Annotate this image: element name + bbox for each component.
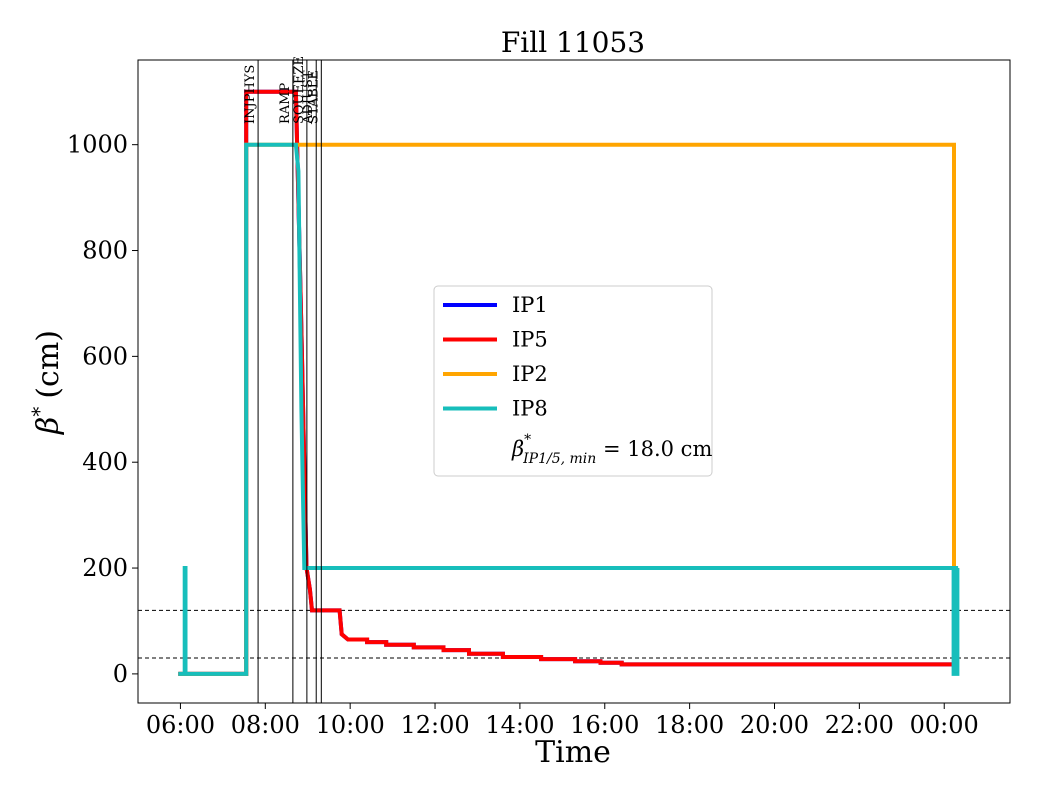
x-tick-label: 12:00 — [400, 711, 469, 739]
reference-lines — [138, 609, 1010, 659]
legend: IP1 IP5 IP2 IP8 β* IP1/5, min = 18.0 cm — [433, 285, 713, 477]
legend-extra-text: = 18.0 cm — [596, 437, 712, 461]
phase-label-squeeze: SQUEEZE — [292, 56, 307, 124]
legend-extra-sub: IP1/5, min — [522, 451, 596, 467]
y-tick-label: 1000 — [67, 131, 128, 159]
x-tick-label: 14:00 — [485, 711, 554, 739]
phase-label-ramp: RAMP — [278, 83, 293, 124]
y-tick-label: 200 — [82, 554, 128, 582]
plot-frame — [137, 59, 1011, 704]
legend-extra-symbol: β — [511, 437, 524, 461]
chart-title: Fill 11053 — [501, 26, 645, 59]
legend-label-ip8: IP8 — [512, 397, 548, 421]
y-tick-label: 0 — [113, 660, 128, 688]
legend-extra-sup: * — [524, 432, 531, 448]
y-tick-label: 400 — [82, 448, 128, 476]
x-tick-label: 16:00 — [570, 711, 639, 739]
x-axis-label: Time — [535, 735, 611, 770]
y-axis-label: β* (cm) — [27, 330, 66, 435]
y-axis-ticks: 0 200 400 600 800 1000 — [67, 131, 138, 688]
legend-box — [433, 285, 713, 477]
x-tick-label: 08:00 — [231, 711, 300, 739]
y-axis-symbol: β — [31, 417, 66, 435]
y-tick-label: 800 — [82, 237, 128, 265]
legend-label-ip5: IP5 — [512, 328, 548, 352]
y-tick-label: 600 — [82, 342, 128, 370]
y-axis-sup: * — [27, 407, 51, 417]
x-tick-label: 00:00 — [910, 711, 979, 739]
series-line-ip8 — [178, 142, 960, 676]
y-axis-unit: (cm) — [31, 330, 66, 399]
phase-label-stable: STABLE — [306, 70, 321, 124]
x-tick-label: 20:00 — [740, 711, 809, 739]
x-tick-label: 18:00 — [655, 711, 724, 739]
x-axis-ticks: 06:00 08:00 10:00 12:00 14:00 16:00 18:00 20:00… — [146, 703, 979, 739]
legend-label-ip2: IP2 — [512, 362, 548, 386]
legend-extra-entry: β* IP1/5, min = 18.0 cm — [511, 432, 712, 467]
phase-label-injphys: INJPHYS — [243, 65, 258, 124]
x-tick-label: 22:00 — [825, 711, 894, 739]
x-tick-label: 06:00 — [146, 711, 215, 739]
legend-label-ip1: IP1 — [512, 293, 548, 317]
x-tick-label: 10:00 — [316, 711, 385, 739]
phase-label-adjust: ADJUST — [301, 70, 316, 125]
